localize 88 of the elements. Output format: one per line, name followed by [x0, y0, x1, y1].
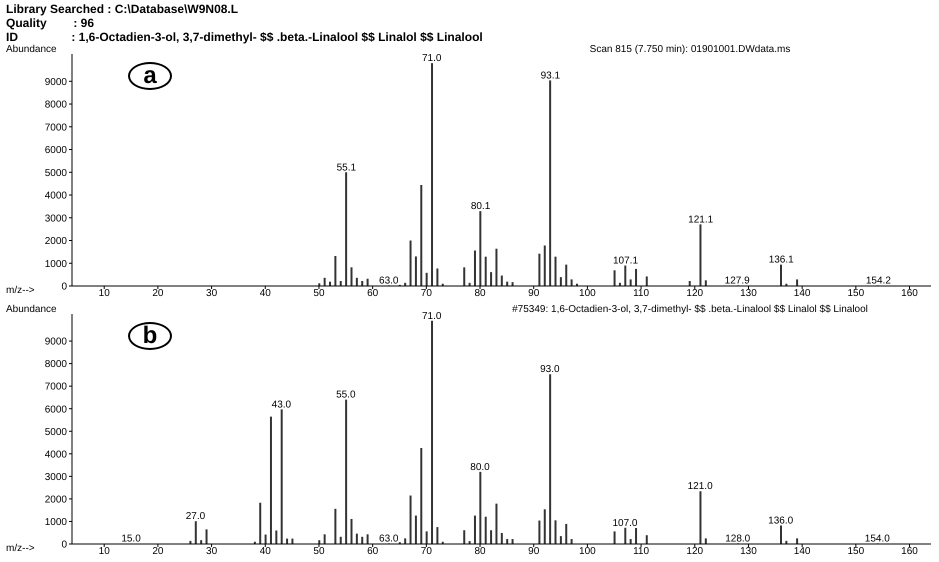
y-tick-label: 1000 [44, 258, 68, 270]
y-tick-label: 8000 [44, 359, 68, 370]
x-tick-label: 60 [367, 546, 379, 558]
x-tick-label: 30 [206, 546, 218, 558]
x-tick-label: 90 [528, 288, 540, 300]
text: Quality : 96 [6, 16, 94, 30]
x-tick-label: 10 [98, 546, 110, 558]
y-tick-label: 0 [61, 282, 68, 293]
x-tick-label: 120 [686, 546, 704, 558]
x-axis-title: m/z--> [6, 285, 35, 296]
x-tick-label: 60 [367, 288, 379, 300]
annotation: 27.0 [186, 511, 206, 522]
y-tick-label: 9000 [44, 76, 68, 88]
x-tick-label: 80 [474, 288, 486, 300]
text: ID : 1,6-Octadien-3-ol, 3,7-dimethyl- $$ .beta.-Linalool $$ Linalol $$ Linalool [6, 30, 483, 44]
x-tick-label: 100 [579, 288, 596, 300]
circle-outline: a [128, 62, 172, 90]
y-tick-label: 4000 [44, 449, 68, 460]
y-tick-label: 7000 [44, 122, 68, 134]
annotation: 154.2 [866, 275, 892, 286]
annotation: 80.1 [470, 201, 491, 212]
annotation: 136.1 [768, 254, 794, 266]
annotation: 63.0 [379, 275, 399, 286]
x-tick-label: 90 [528, 546, 540, 558]
x-tick-label: 30 [206, 288, 218, 300]
annotation: 93.0 [540, 364, 560, 376]
annotation: 121.0 [688, 481, 714, 492]
y-tick-label: 2000 [44, 494, 68, 506]
y-axis-title: Abundance [6, 44, 57, 55]
annotation: 136.0 [768, 516, 794, 527]
x-tick-label: 110 [633, 288, 650, 300]
x-tick-label: 110 [633, 546, 650, 558]
x-tick-label: 40 [260, 288, 272, 300]
x-tick-label: 50 [313, 546, 325, 558]
annotation: b [142, 322, 158, 349]
x-tick-label: 70 [420, 288, 432, 300]
y-tick-label: 7000 [44, 382, 68, 393]
annotation: 71.0 [422, 53, 442, 64]
annotation: 93.1 [540, 70, 561, 82]
y-tick-label: 8000 [44, 100, 68, 111]
annotation: 107.0 [612, 518, 638, 529]
annotation: 15.0 [121, 534, 142, 545]
x-tick-label: 120 [686, 288, 704, 300]
x-tick-label: 140 [794, 288, 811, 300]
x-tick-label: 130 [740, 546, 758, 558]
y-tick-label: 4000 [44, 190, 68, 202]
x-tick-label: 70 [420, 546, 432, 558]
chart-title: Scan 815 (7.750 min): 01901001.DWdata.ms [588, 44, 792, 55]
y-tick-label: 3000 [44, 213, 68, 224]
annotation: 127.9 [724, 275, 750, 286]
x-tick-label: 160 [901, 288, 918, 300]
x-tick-label: 150 [847, 288, 865, 300]
y-tick-label: 6000 [44, 404, 68, 416]
x-tick-label: 20 [152, 546, 164, 558]
y-tick-label: 9000 [44, 336, 68, 348]
x-tick-label: 40 [260, 546, 272, 558]
x-axis-title: m/z--> [6, 543, 35, 554]
chart-title: #75349: 1,6-Octadien-3-ol, 3,7-dimethyl- $$ .beta.-Linalool $$ Linalol $$ Linalool [511, 304, 869, 315]
y-tick-label: 3000 [44, 472, 68, 483]
y-tick-label: 0 [61, 540, 68, 551]
text: Library Searched : C:\Database\W9N08.L [6, 2, 238, 16]
y-tick-label: 5000 [44, 168, 68, 179]
x-tick-label: 140 [794, 546, 811, 558]
x-tick-label: 130 [740, 288, 758, 300]
annotation: 154.0 [864, 533, 890, 544]
annotation: 107.1 [613, 256, 638, 267]
annotation: 63.0 [379, 533, 399, 544]
x-tick-label: 150 [847, 546, 865, 558]
x-tick-label: 10 [98, 288, 110, 300]
y-tick-label: 5000 [44, 426, 68, 438]
annotation: 71.0 [422, 310, 442, 322]
y-tick-label: 1000 [44, 517, 68, 528]
annotation: a [143, 62, 157, 89]
x-tick-label: 20 [152, 288, 164, 300]
annotation: 80.0 [470, 462, 490, 473]
annotation: 55.1 [336, 162, 357, 174]
x-tick-label: 160 [901, 546, 918, 558]
annotation: 55.0 [336, 390, 356, 401]
x-tick-label: 50 [313, 288, 325, 300]
annotation: 43.0 [272, 399, 292, 410]
circle-outline: b [128, 322, 172, 350]
x-tick-label: 100 [579, 546, 596, 558]
y-tick-label: 2000 [44, 236, 68, 248]
x-tick-label: 80 [474, 546, 486, 558]
annotation: 128.0 [725, 533, 751, 544]
y-axis-title: Abundance [6, 304, 57, 315]
annotation: 121.1 [688, 214, 714, 226]
y-tick-label: 6000 [44, 145, 68, 156]
